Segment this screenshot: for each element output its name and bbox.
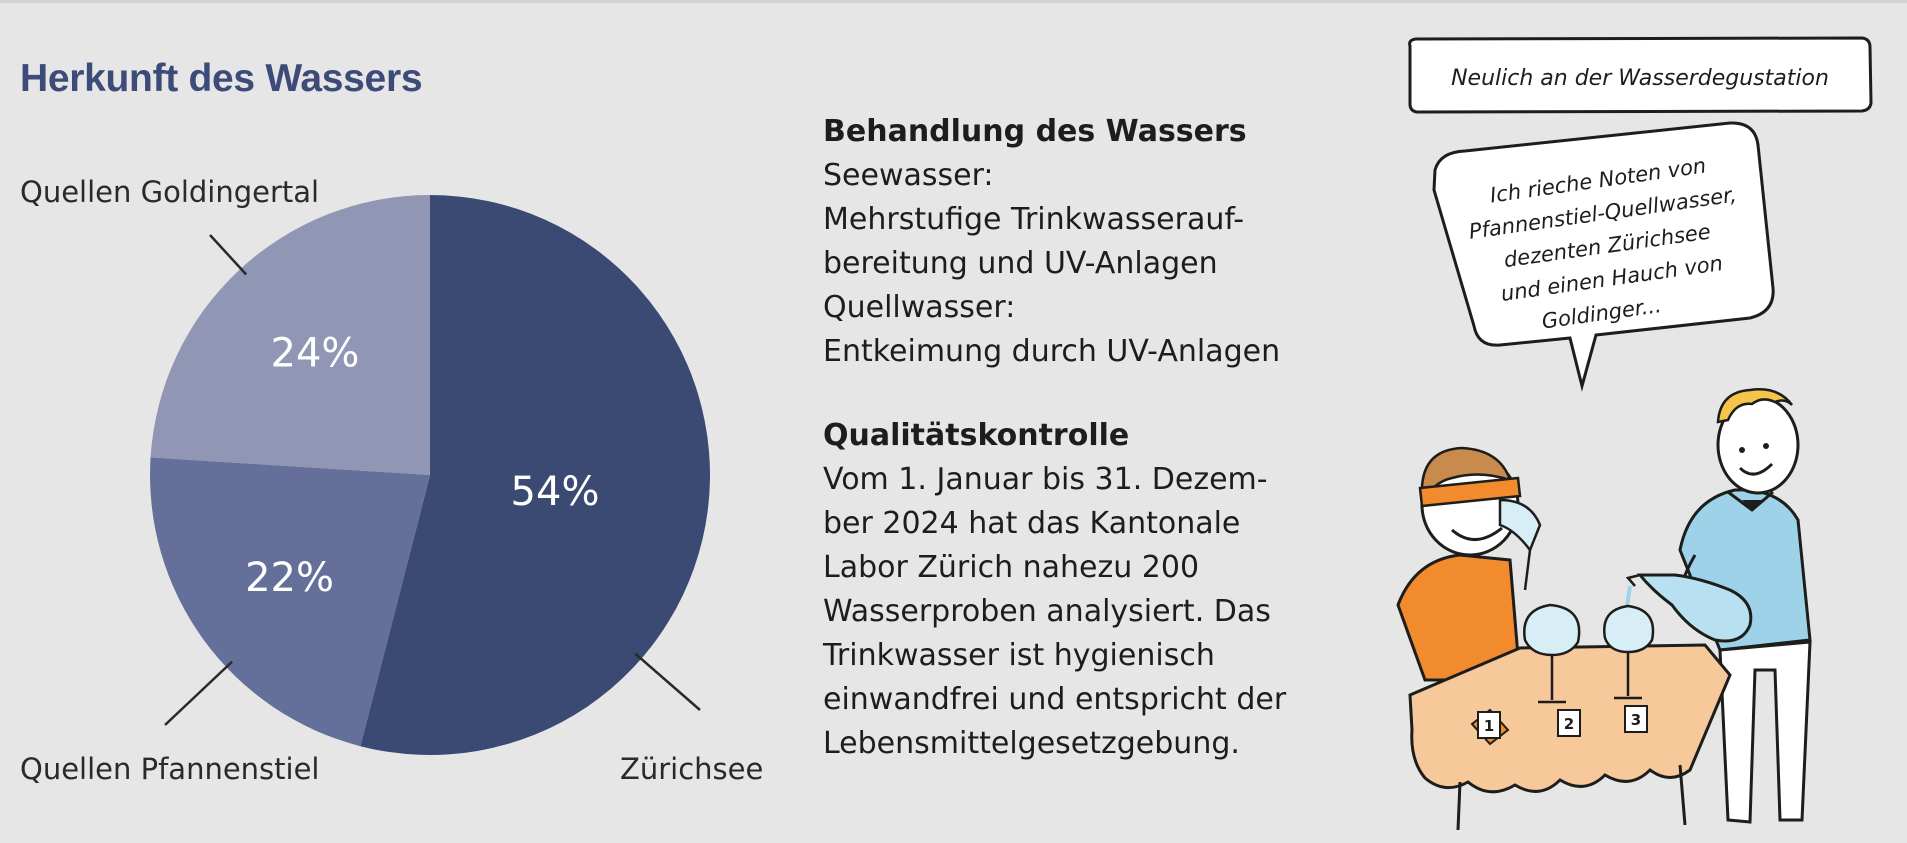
card-number: 1 (1484, 717, 1494, 735)
cartoon-illustration: Neulich an der Wasserdegustation Ich rie… (1396, 36, 1873, 831)
pie-value-label-zuerichsee: 54% (511, 469, 600, 515)
top-rule (0, 0, 1907, 3)
treatment-line: bereitung und UV-Anlagen (823, 246, 1218, 281)
quality-heading: Qualitätskontrolle (823, 418, 1130, 453)
chart-title: Herkunft des Wassers (20, 57, 423, 100)
treatment-heading: Behandlung des Wassers (823, 114, 1247, 149)
pie-value-label-goldingertal: 24% (271, 331, 360, 377)
legend-label-goldingertal: Quellen Goldingertal (20, 175, 320, 209)
leader-line-goldingertal (209, 234, 248, 276)
info-text-column: Behandlung des Wassers Seewasser: Mehrst… (823, 110, 1383, 766)
pie-value-label-pfannenstiel: 22% (245, 555, 334, 601)
cartoon-caption-box: Neulich an der Wasserdegustation (1408, 36, 1873, 114)
quality-line: ber 2024 hat das Kantonale (823, 506, 1241, 541)
card-number: 2 (1564, 715, 1574, 733)
speech-bubble: Ich rieche Noten von Pfannenstiel-Quellw… (1432, 121, 1775, 392)
treatment-line: Quellwasser: (823, 290, 1016, 325)
pie-chart: 54% 22% 24% (150, 195, 710, 755)
quality-line: Trinkwasser ist hygienisch (823, 638, 1215, 673)
quality-line: Wasserproben analysiert. Das (823, 594, 1271, 629)
quality-line: einwandfrei und entspricht der (823, 682, 1287, 717)
cartoon-caption: Neulich an der Wasserdegustation (1451, 66, 1829, 91)
number-card-1: 1 (1470, 708, 1510, 746)
quality-line: Lebensmittelgesetzgebung. (823, 726, 1240, 761)
leader-line-zuerichsee (634, 652, 701, 711)
quality-line: Vom 1. Januar bis 31. Dezem- (823, 462, 1268, 497)
pie-slice-zuerichsee (360, 195, 710, 755)
leader-line-pfannenstiel (164, 660, 234, 726)
number-card-2: 2 (1557, 709, 1581, 737)
quality-line: Labor Zürich nahezu 200 (823, 550, 1200, 585)
taster-figure (1396, 446, 1542, 682)
water-glasses-icon (1523, 603, 1655, 704)
legend-label-zuerichsee: Zürichsee (620, 752, 764, 786)
pie-slice-goldingertal (150, 195, 430, 475)
treatment-line: Entkeimung durch UV-Anlagen (823, 334, 1281, 369)
treatment-line: Mehrstufige Trinkwasserauf- (823, 202, 1245, 237)
pie-slice-pfannenstiel (150, 457, 430, 747)
card-number: 3 (1631, 711, 1641, 729)
legend-label-pfannenstiel: Quellen Pfannenstiel (20, 752, 320, 786)
number-card-3: 3 (1624, 705, 1648, 733)
treatment-line: Seewasser: (823, 158, 994, 193)
